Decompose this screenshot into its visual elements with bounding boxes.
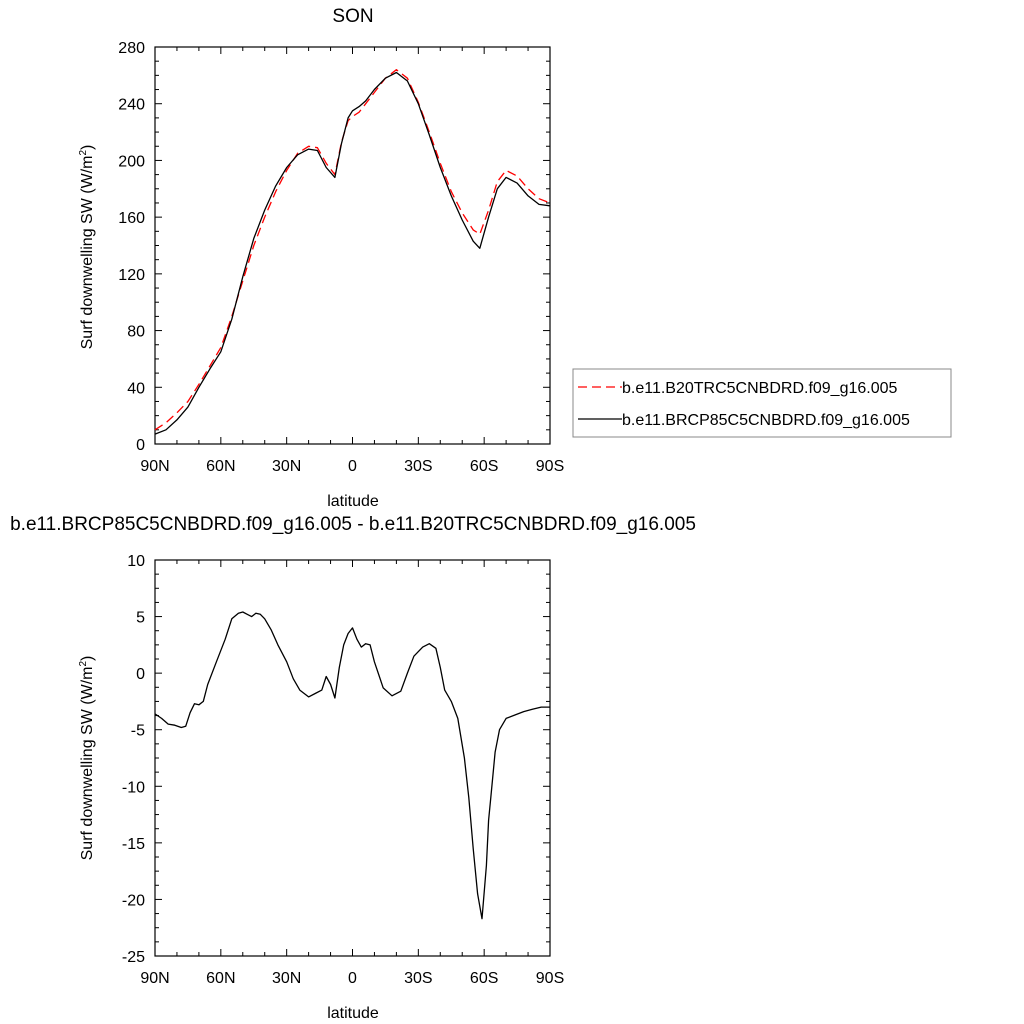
top-series-line-1 bbox=[154, 69, 551, 431]
legend-label-series-2: b.e11.BRCP85C5CNBDRD.f09_g16.005 bbox=[622, 412, 910, 429]
top-x-tick-label: 90S bbox=[536, 458, 564, 475]
top-x-tick-label: 60N bbox=[206, 458, 235, 475]
bottom-y-tick-label: -15 bbox=[122, 836, 145, 853]
bottom-axis-ticks: 90N 60N 30N 0 30S 60S 90S -25 -20 -15 -10 -5 0 5 10 bbox=[122, 553, 564, 987]
legend-label-series-1: b.e11.B20TRC5CNBDRD.f09_g16.005 bbox=[622, 380, 898, 397]
bottom-y-tick-label: 10 bbox=[127, 553, 145, 570]
bottom-x-tick-label: 30N bbox=[272, 970, 301, 987]
bottom-x-tick-label: 30S bbox=[404, 970, 432, 987]
top-y-tick-label: 280 bbox=[118, 40, 145, 57]
top-x-tick-label: 60S bbox=[470, 458, 498, 475]
top-y-axis-label: Surf downwelling SW (W/m2) bbox=[78, 145, 96, 350]
top-series-line-2 bbox=[154, 71, 551, 435]
top-y-tick-label: 80 bbox=[127, 324, 145, 341]
bottom-y-tick-label: -10 bbox=[122, 779, 145, 796]
bottom-x-tick-label: 90N bbox=[140, 970, 169, 987]
top-x-tick-label: 90N bbox=[140, 458, 169, 475]
top-y-tick-label: 120 bbox=[118, 267, 145, 284]
bottom-chart-title: b.e11.BRCP85C5CNBDRD.f09_g16.005 - b.e11… bbox=[10, 514, 696, 535]
bottom-y-axis-label: Surf downwelling SW (W/m2) bbox=[78, 656, 96, 861]
bottom-x-tick-label: 60S bbox=[470, 970, 498, 987]
top-y-tick-label: 0 bbox=[136, 437, 145, 454]
bottom-x-tick-label: 0 bbox=[348, 970, 357, 987]
legend-box bbox=[572, 368, 952, 438]
top-axis-ticks: 90N 60N 30N 0 30S 60S 90S 0 40 80 120 160 200 240 280 bbox=[118, 40, 564, 475]
top-series-lines bbox=[154, 69, 551, 435]
bottom-plot-frame bbox=[154, 559, 551, 957]
top-x-axis-label: latitude bbox=[327, 493, 379, 510]
bottom-y-tick-label: -25 bbox=[122, 949, 145, 966]
bottom-y-tick-label: -5 bbox=[131, 723, 145, 740]
bottom-series-line-1 bbox=[154, 611, 550, 920]
top-x-tick-label: 0 bbox=[348, 458, 357, 475]
top-y-tick-label: 160 bbox=[118, 210, 145, 227]
top-x-tick-label: 30N bbox=[272, 458, 301, 475]
bottom-y-tick-label: -20 bbox=[122, 892, 145, 909]
bottom-y-tick-label: 5 bbox=[136, 610, 145, 627]
top-y-tick-label: 200 bbox=[118, 153, 145, 170]
legend: b.e11.B20TRC5CNBDRD.f09_g16.005 b.e11.BR… bbox=[572, 368, 952, 438]
top-y-tick-label: 40 bbox=[127, 380, 145, 397]
top-chart-title: SON bbox=[332, 6, 373, 27]
top-panel: SON 90N 60N 30N 0 30S 60S 90S 0 40 80 120 160 200 240… bbox=[78, 6, 564, 510]
bottom-y-tick-label: 0 bbox=[136, 666, 145, 683]
top-x-tick-label: 30S bbox=[404, 458, 432, 475]
bottom-x-axis-label: latitude bbox=[327, 1005, 379, 1022]
bottom-x-tick-label: 60N bbox=[206, 970, 235, 987]
top-y-tick-label: 240 bbox=[118, 97, 145, 114]
bottom-series-lines bbox=[154, 611, 550, 920]
bottom-panel: b.e11.BRCP85C5CNBDRD.f09_g16.005 - b.e11… bbox=[10, 514, 696, 1022]
top-plot-frame bbox=[154, 46, 551, 445]
bottom-x-tick-label: 90S bbox=[536, 970, 564, 987]
